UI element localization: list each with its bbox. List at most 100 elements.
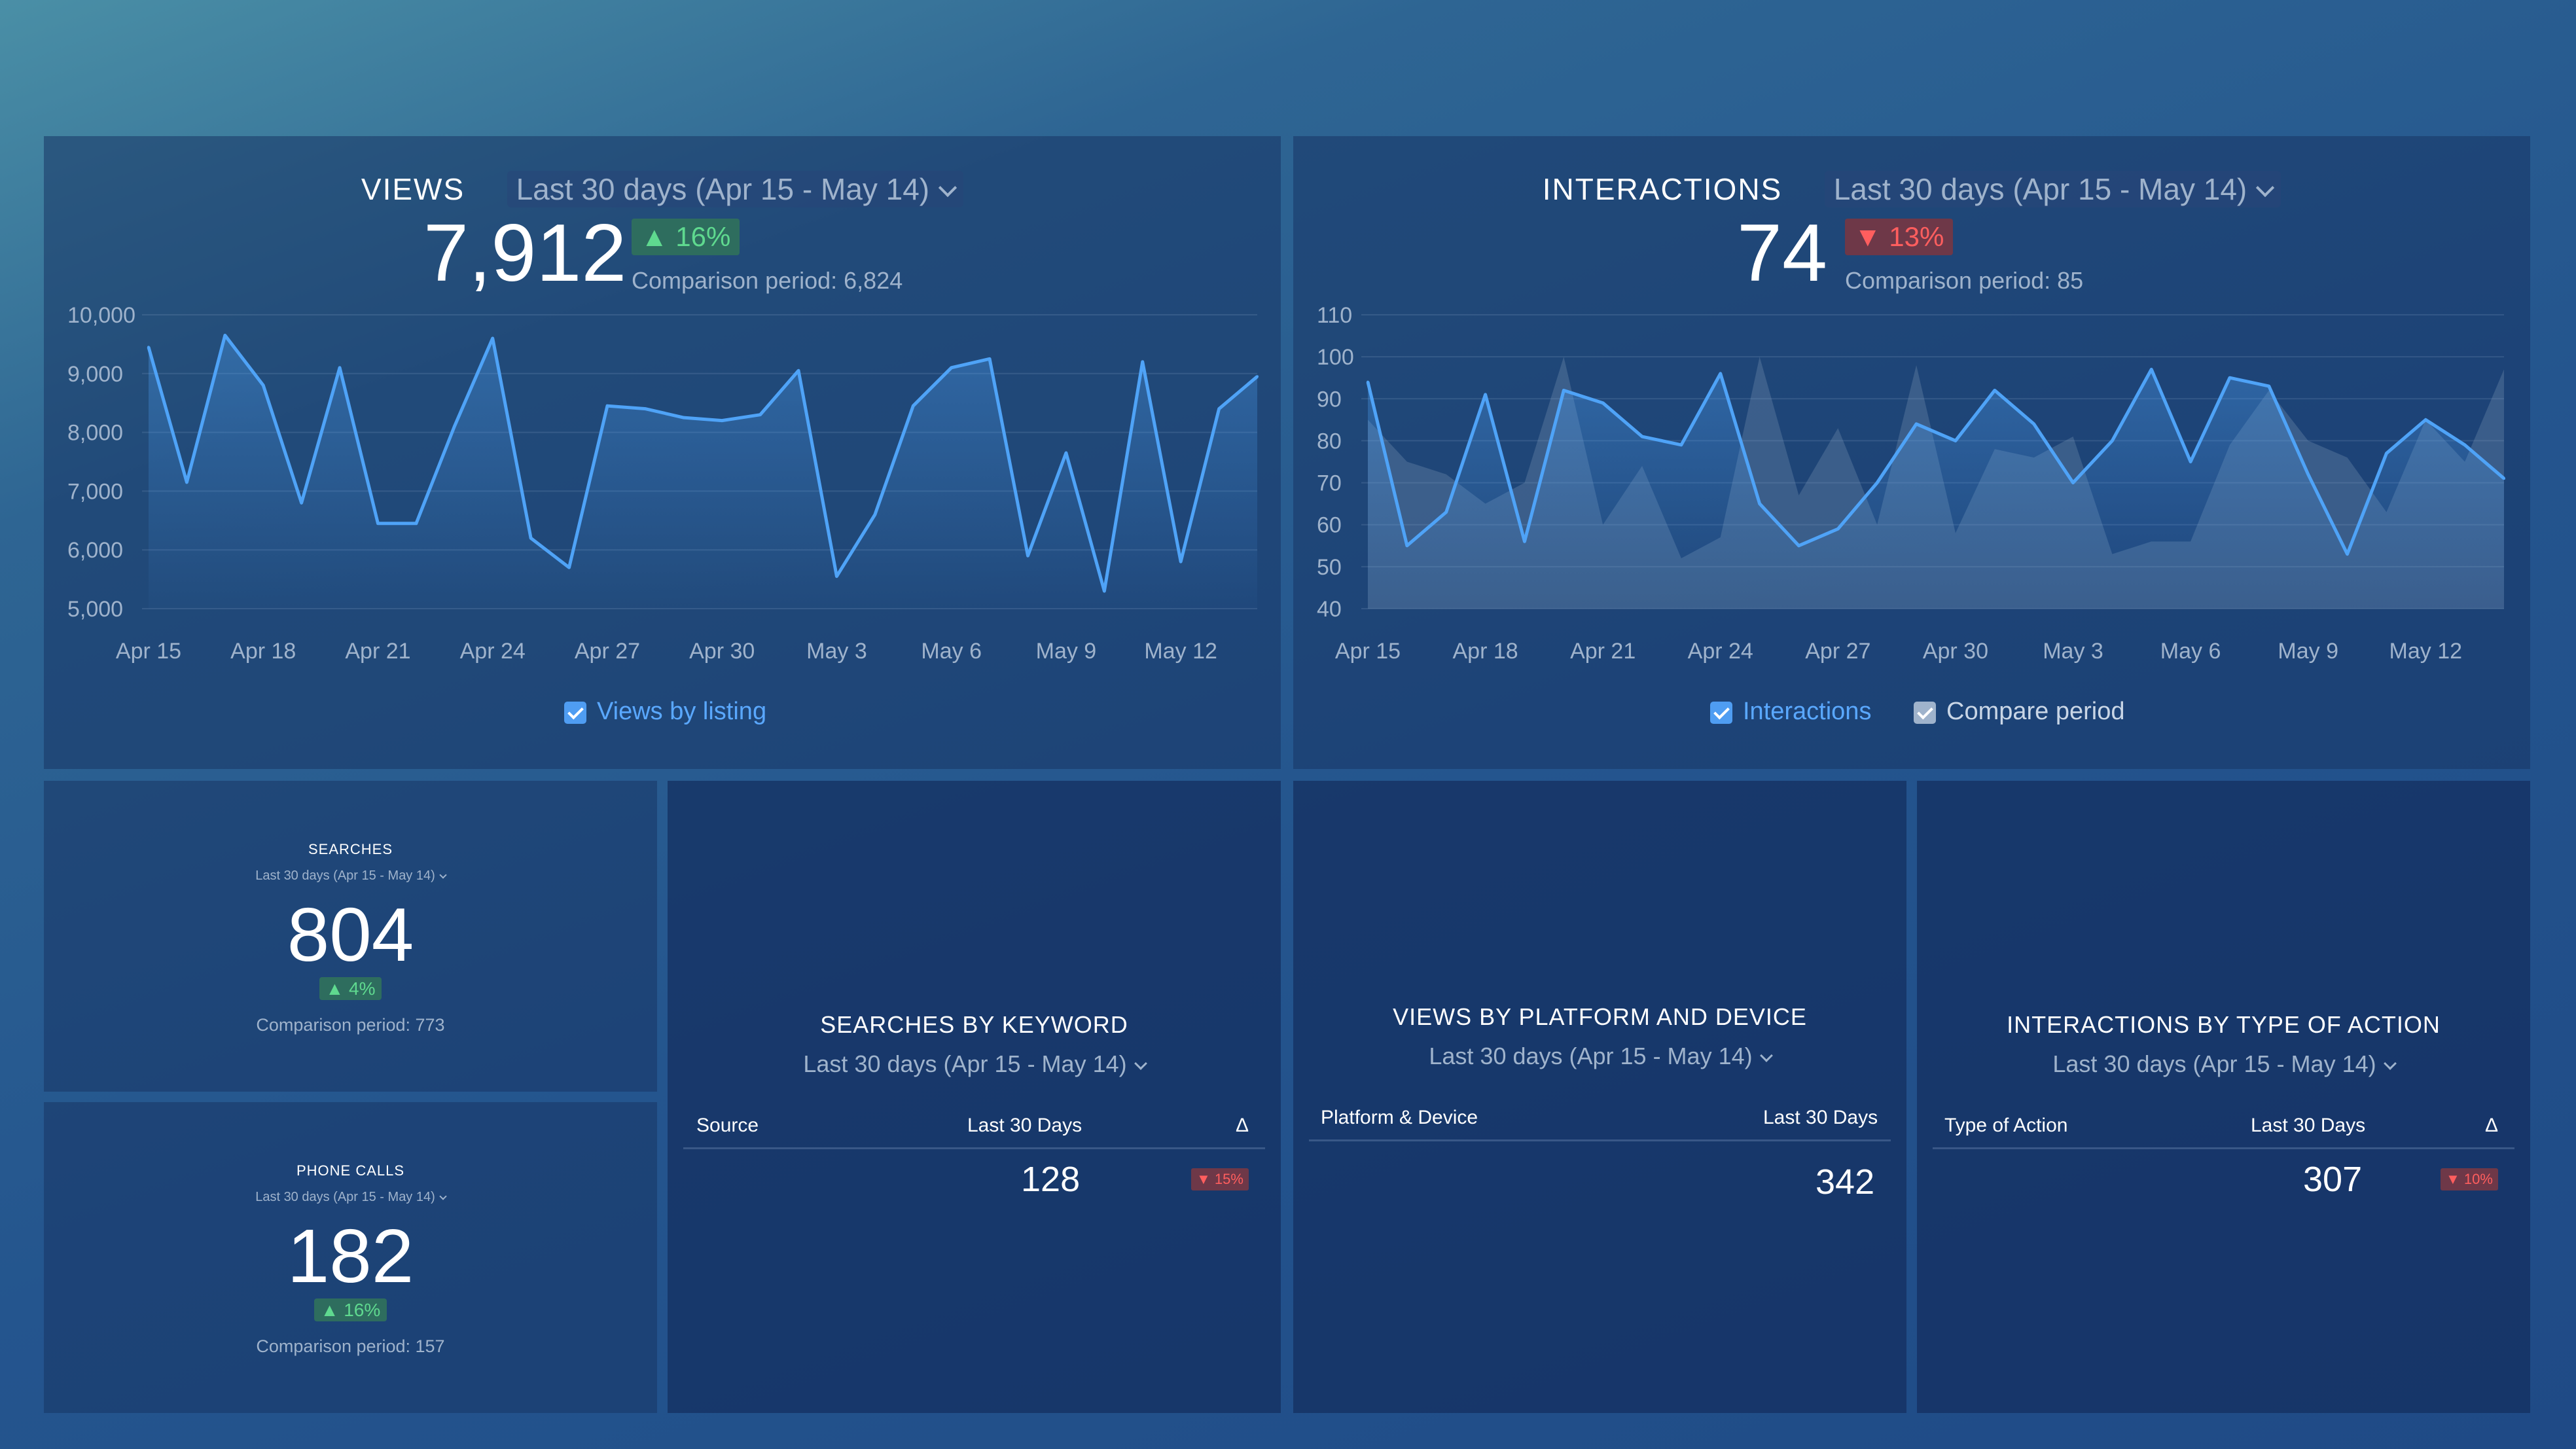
y-tick-label: 90 xyxy=(1317,387,1342,412)
interactions-change: 13% xyxy=(1889,221,1944,252)
column-header-last-30-days[interactable]: Last 30 Days xyxy=(967,1115,1082,1136)
interactions-by-type-period-label: Last 30 days (Apr 15 - May 14) xyxy=(2052,1050,2376,1077)
x-tick-label: May 12 xyxy=(1144,639,1217,664)
triangle-down-icon: ▼ xyxy=(1196,1171,1211,1187)
data-point xyxy=(912,404,915,408)
table-divider xyxy=(683,1147,1265,1149)
phone-calls-value: 182 xyxy=(287,1213,414,1298)
x-tick-label: Apr 30 xyxy=(1923,639,1988,664)
views-chart: 10,000 9,000 8,000 7,000 6,000 5,000 Apr 15 Apr… xyxy=(67,303,1259,664)
y-tick-label: 70 xyxy=(1317,471,1342,496)
searches-period-dropdown[interactable]: Last 30 days (Apr 15 - May 14) xyxy=(44,868,657,884)
chevron-down-icon xyxy=(1134,1057,1147,1070)
phone-calls-period-dropdown[interactable]: Last 30 days (Apr 15 - May 14) xyxy=(44,1190,657,1205)
views-change: 16% xyxy=(675,221,731,252)
data-point xyxy=(1103,590,1106,593)
views-legend[interactable]: Views by listing xyxy=(564,698,766,726)
column-header-source[interactable]: Source xyxy=(696,1115,759,1136)
views-comparison: Comparison period: 6,824 xyxy=(632,267,903,294)
data-point xyxy=(2189,460,2192,463)
searches-change-badge: ▲ 4% xyxy=(319,977,382,1000)
data-point xyxy=(2032,422,2035,425)
interactions-widget: INTERACTIONS Last 30 days (Apr 15 - May … xyxy=(1293,136,2530,769)
interactions-by-type-change-badge: ▼ 10% xyxy=(2441,1168,2498,1190)
y-tick-label: 5,000 xyxy=(67,597,123,622)
data-point xyxy=(1993,389,1996,392)
data-point xyxy=(567,566,571,569)
views-change-badge: ▲ 16% xyxy=(632,219,740,255)
data-point xyxy=(453,425,456,428)
chevron-down-icon xyxy=(1759,1049,1773,1062)
column-header-last-30-days[interactable]: Last 30 Days xyxy=(2251,1115,2366,1136)
data-point xyxy=(1601,401,1605,404)
data-point xyxy=(988,357,992,361)
data-point xyxy=(262,384,265,387)
views-by-platform-period-label: Last 30 days (Apr 15 - May 14) xyxy=(1429,1043,1753,1069)
x-tick-label: Apr 24 xyxy=(460,639,526,664)
data-point xyxy=(300,501,303,505)
x-tick-label: May 9 xyxy=(2278,639,2338,664)
x-tick-label: May 6 xyxy=(2160,639,2221,664)
interactions-change-badge: ▼ 13% xyxy=(1845,219,1954,255)
data-point xyxy=(338,366,342,369)
y-tick-label: 100 xyxy=(1317,345,1354,370)
data-point xyxy=(1679,443,1683,446)
compare-legend[interactable]: Compare period xyxy=(1914,698,2124,726)
y-tick-label: 60 xyxy=(1317,513,1342,538)
searches-by-keyword-value: 128 xyxy=(1021,1160,1081,1199)
data-point xyxy=(835,575,838,578)
phone-calls-change-row: ▲ 16% xyxy=(44,1298,657,1321)
column-header-last-30-days[interactable]: Last 30 Days xyxy=(1763,1107,1878,1128)
views-by-platform-widget: VIEWS BY PLATFORM AND DEVICE Last 30 day… xyxy=(1293,781,1906,1413)
triangle-down-icon: ▼ xyxy=(1854,221,1882,252)
chevron-down-icon xyxy=(2383,1057,2397,1070)
interactions-period-dropdown[interactable]: Last 30 days (Apr 15 - May 14) xyxy=(1824,171,2281,207)
data-point xyxy=(2111,439,2114,442)
data-point xyxy=(1026,554,1029,558)
y-tick-label: 50 xyxy=(1317,555,1342,580)
searches-by-keyword-change-badge: ▼ 15% xyxy=(1191,1168,1249,1190)
x-tick-label: May 9 xyxy=(1036,639,1097,664)
data-point xyxy=(2463,443,2467,446)
views-period-label: Last 30 days (Apr 15 - May 14) xyxy=(516,172,930,206)
interactions-legend[interactable]: Interactions xyxy=(1710,698,1871,726)
views-period-dropdown[interactable]: Last 30 days (Apr 15 - May 14) xyxy=(507,171,964,207)
y-tick-label: 40 xyxy=(1317,597,1342,622)
data-point xyxy=(1141,360,1144,363)
x-tick-label: Apr 21 xyxy=(345,639,410,664)
phone-calls-comparison: Comparison period: 157 xyxy=(256,1336,445,1356)
interactions-by-type-period-dropdown[interactable]: Last 30 days (Apr 15 - May 14) xyxy=(1917,1050,2530,1078)
data-point xyxy=(1954,439,1957,442)
data-point xyxy=(1179,560,1183,564)
column-header-type-of-action[interactable]: Type of Action xyxy=(1944,1115,2068,1136)
checkbox-checked-icon xyxy=(564,701,586,724)
views-by-platform-period-dropdown[interactable]: Last 30 days (Apr 15 - May 14) xyxy=(1293,1043,1906,1070)
searches-by-keyword-change: 15% xyxy=(1214,1171,1243,1187)
x-tick-label: Apr 27 xyxy=(575,639,640,664)
x-tick-label: Apr 15 xyxy=(1335,639,1401,664)
column-header-platform-device[interactable]: Platform & Device xyxy=(1321,1107,1478,1128)
data-point xyxy=(1562,389,1565,392)
column-header-delta[interactable]: Δ xyxy=(1236,1115,1249,1136)
searches-title: SEARCHES xyxy=(308,841,393,857)
views-header: VIEWS Last 30 days (Apr 15 - May 14) xyxy=(44,171,1281,207)
x-tick-label: May 3 xyxy=(2043,639,2103,664)
searches-value: 804 xyxy=(287,892,414,977)
column-header-delta[interactable]: Δ xyxy=(2485,1115,2499,1136)
y-tick-label: 6,000 xyxy=(67,538,123,563)
searches-by-keyword-period-dropdown[interactable]: Last 30 days (Apr 15 - May 14) xyxy=(668,1050,1281,1078)
chevron-down-icon xyxy=(439,1192,447,1200)
x-tick-label: Apr 18 xyxy=(1452,639,1518,664)
data-point xyxy=(529,537,533,540)
data-point xyxy=(682,416,685,420)
interactions-title: INTERACTIONS xyxy=(1542,172,1783,206)
table-divider xyxy=(1309,1139,1891,1141)
data-point xyxy=(223,334,226,337)
data-point xyxy=(1444,510,1448,514)
y-tick-label: 10,000 xyxy=(67,303,135,328)
searches-by-keyword-widget: SEARCHES BY KEYWORD Last 30 days (Apr 15… xyxy=(668,781,1281,1413)
data-point xyxy=(2424,418,2427,421)
x-tick-label: Apr 30 xyxy=(689,639,755,664)
data-point xyxy=(491,336,494,340)
triangle-up-icon: ▲ xyxy=(325,978,344,999)
